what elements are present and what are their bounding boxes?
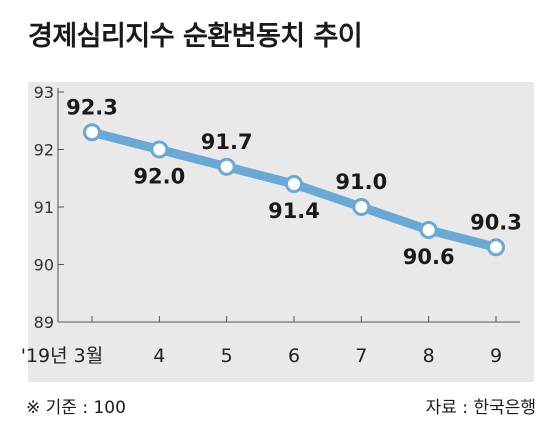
data-point [150,140,169,159]
data-label: 90.6 [403,245,455,269]
data-point [487,238,505,257]
x-tick-label: 9 [490,345,502,367]
data-label: 92.0 [133,165,185,189]
x-tick-label: 7 [355,345,367,367]
data-point [217,157,236,176]
y-tick-label: 93 [34,83,54,102]
data-point [285,175,303,193]
data-label: 90.3 [470,210,522,234]
x-tick-label: 4 [153,345,165,367]
y-tick-label: 91 [34,198,54,217]
x-tick-label: 8 [423,345,435,367]
y-tick-label: 89 [34,313,54,332]
data-label: 91.0 [335,170,387,194]
data-point [419,221,438,239]
chart-title: 경제심리지수 순환변동치 추이 [28,21,363,52]
y-tick-label: 92 [34,141,54,160]
x-tick-label: '19년 3월 [21,345,104,367]
data-point [352,198,371,216]
x-tick-label: 6 [288,345,300,367]
y-tick-label: 90 [34,256,54,275]
data-label: 92.3 [66,95,118,119]
data-point [83,123,101,142]
baseline-note: ※ 기준 : 100 [26,398,126,418]
x-tick-label: 5 [221,345,233,367]
data-label: 91.4 [268,199,320,223]
source-note: 자료 : 한국은행 [425,398,536,418]
data-label: 91.7 [201,130,253,154]
